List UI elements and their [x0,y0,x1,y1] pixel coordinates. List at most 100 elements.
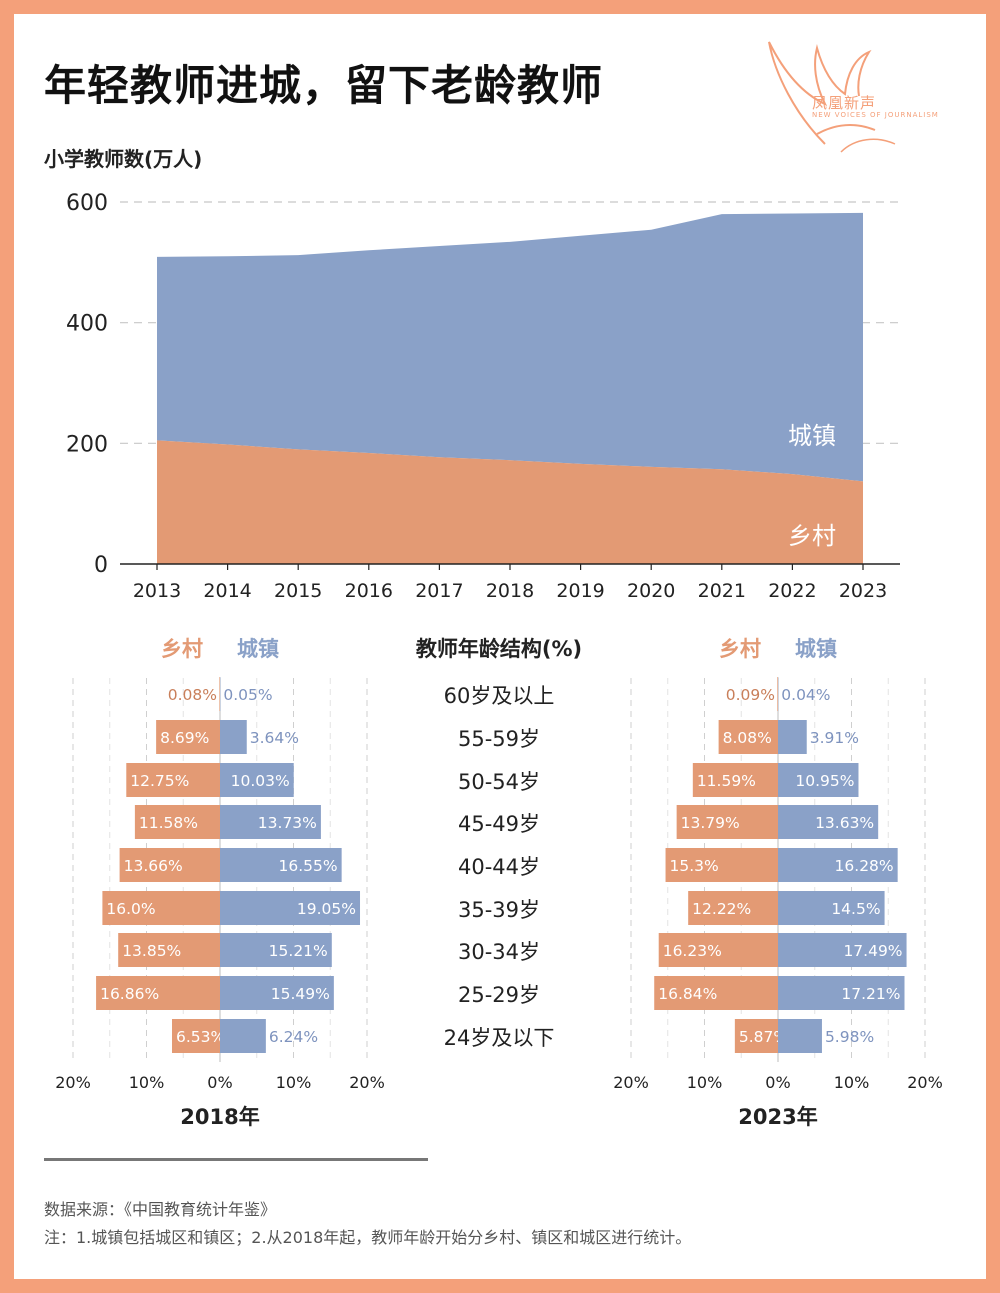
bar-urban [220,1019,266,1053]
bar-urban [220,976,334,1010]
logo-subtitle: NEW VOICES OF JOURNALISM [812,111,939,119]
area-x-tick-label: 2019 [556,580,604,602]
legend-rural-left: 乡村 [161,637,203,661]
area-x-tick-label: 2023 [839,580,887,602]
area-x-tick-label: 2018 [486,580,534,602]
bar-label-urban: 0.04% [781,686,830,704]
age-group-label: 35-39岁 [458,898,540,922]
area-y-tick-label: 400 [66,312,108,337]
bar-label-rural: 13.66% [124,857,183,875]
legend-rural-right: 乡村 [719,637,761,661]
bar-label-urban: 5.98% [825,1028,874,1046]
page-title: 年轻教师进城，留下老龄教师 [44,61,604,110]
area-series-rural [157,440,863,564]
bar-label-rural: 16.86% [100,985,159,1003]
area-x-tick-label: 2015 [274,580,322,602]
pyramid-x-tick-label: 10% [687,1073,723,1092]
bar-label-urban: 15.49% [271,985,330,1003]
bar-urban [220,848,342,882]
pyramid-x-tick-label: 10% [834,1073,870,1092]
area-x-tick-label: 2014 [203,580,251,602]
bar-label-rural: 8.08% [723,729,772,747]
bar-label-rural: 11.58% [139,814,198,832]
age-group-label: 40-44岁 [458,855,540,879]
bar-label-rural: 0.09% [726,686,775,704]
bar-label-urban: 3.91% [810,729,859,747]
bar-label-rural: 16.84% [658,985,717,1003]
bar-label-urban: 15.21% [269,942,328,960]
bar-urban [220,763,294,797]
age-group-label: 25-29岁 [458,983,540,1007]
legend-urban-left: 城镇 [237,637,279,661]
bar-urban [778,805,879,839]
logo-name: 凤凰新声 [812,94,877,112]
bar-label-rural: 11.59% [697,772,756,790]
pyramid-x-tick-label: 10% [129,1073,165,1092]
pyramid-x-tick-label: 20% [349,1073,385,1092]
bar-rural [654,976,778,1010]
pyramid-title: 教师年龄结构(%) [416,637,582,661]
bar-rural [119,848,220,882]
bar-label-rural: 5.87% [739,1028,788,1046]
area-x-tick-label: 2016 [345,580,393,602]
bar-rural [734,1019,778,1053]
bar-label-rural: 15.3% [670,857,719,875]
bar-urban [778,891,885,925]
bar-urban [778,720,807,754]
bar-label-urban: 19.05% [297,900,356,918]
bar-rural [134,805,220,839]
bar-label-urban: 10.95% [795,772,854,790]
bar-rural [718,720,778,754]
bar-label-rural: 12.22% [692,900,751,918]
bar-label-rural: 16.23% [663,942,722,960]
pyramid-x-tick-label: 20% [613,1073,649,1092]
bar-rural [126,763,220,797]
bar-label-urban: 0.05% [223,686,272,704]
bar-label-rural: 0.08% [168,686,217,704]
bar-label-urban: 10.03% [231,772,290,790]
bar-label-urban: 14.5% [831,900,880,918]
area-x-tick-label: 2021 [698,580,746,602]
bar-rural [688,891,778,925]
area-x-tick-label: 2020 [627,580,675,602]
bar-urban [778,1019,822,1053]
legend-urban-right: 城镇 [795,637,837,661]
bar-label-rural: 6.53% [176,1028,225,1046]
pyramid-x-tick-label: 20% [55,1073,91,1092]
bar-label-urban: 13.73% [258,814,317,832]
area-x-tick-label: 2013 [133,580,181,602]
area-series-label-urban: 城镇 [788,422,836,450]
bar-rural [777,677,778,711]
bar-label-rural: 12.75% [130,772,189,790]
bar-rural [658,933,778,967]
age-group-label: 45-49岁 [458,812,540,836]
bar-rural [172,1019,220,1053]
age-group-label: 55-59岁 [458,727,540,751]
bar-rural [676,805,778,839]
age-group-label: 50-54岁 [458,770,540,794]
bar-urban [778,848,898,882]
area-series-label-rural: 乡村 [788,522,836,550]
phoenix-logo-icon [768,41,896,153]
bar-label-urban: 13.63% [815,814,874,832]
bar-label-urban: 17.49% [843,942,902,960]
area-x-tick-label: 2017 [415,580,463,602]
age-group-label: 30-34岁 [458,940,540,964]
chart-canvas: 0 200 400 600 2013 2014 2015 2016 2017 2018 2019 20… [55,191,943,1129]
bar-urban [220,933,332,967]
bar-rural [665,848,778,882]
pyramid-x-tick-label: 10% [276,1073,312,1092]
pyramid-x-tick-label: 20% [907,1073,943,1092]
footnote: 注：1.城镇包括城区和镇区；2.从2018年起，教师年龄开始分乡村、镇区和城区进… [44,1228,692,1247]
bar-rural [102,891,220,925]
bar-label-urban: 16.55% [279,857,338,875]
bar-label-urban: 17.21% [841,985,900,1003]
bar-label-rural: 13.85% [122,942,181,960]
footer-divider [44,1158,428,1161]
bar-urban [778,933,907,967]
bar-label-urban: 6.24% [269,1028,318,1046]
area-chart-ylabel: 小学教师数(万人) [44,147,203,171]
bar-rural [96,976,220,1010]
age-group-label: 60岁及以上 [444,684,555,708]
bar-label-urban: 3.64% [250,729,299,747]
